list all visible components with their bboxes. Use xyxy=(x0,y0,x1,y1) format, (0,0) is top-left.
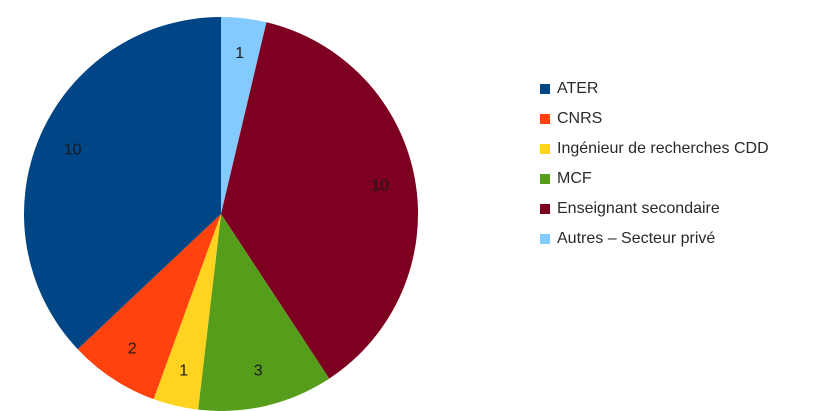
legend-label: ATER xyxy=(557,80,599,97)
legend-swatch xyxy=(540,204,550,214)
pie-value-labels: 1 10 3 1 2 10 xyxy=(64,45,389,380)
legend-label: Autres – Secteur privé xyxy=(557,230,716,247)
pie-slice-enseignant-secondaire xyxy=(221,22,418,379)
pie-slices xyxy=(24,17,418,411)
slice-value-label-cnrs: 2 xyxy=(128,340,137,357)
slice-value-label-mcf: 3 xyxy=(254,363,263,380)
pie-slice-cnrs xyxy=(77,214,221,400)
legend-label: Ingénieur de recherches CDD xyxy=(557,140,769,157)
pie-slice-ater xyxy=(24,17,221,350)
slice-value-label-enseignant-secondaire: 10 xyxy=(371,177,389,194)
slice-value-label-ingenieur-de-recherches-cdd: 1 xyxy=(179,363,188,380)
legend-swatch xyxy=(540,84,550,94)
legend-item-mcf: MCF xyxy=(540,164,769,194)
legend-item-ater: ATER xyxy=(540,74,769,104)
legend-swatch xyxy=(540,144,550,154)
legend-item-cnrs: CNRS xyxy=(540,104,769,134)
legend-item-autres-secteur-prive: Autres – Secteur privé xyxy=(540,224,769,254)
legend-label: MCF xyxy=(557,170,592,187)
pie-slice-mcf xyxy=(198,214,330,411)
legend: ATER CNRS Ingénieur de recherches CDD MCF En… xyxy=(540,74,769,254)
pie-slice-ingenieur-de-recherches-cdd xyxy=(153,214,221,410)
legend-item-enseignant-secondaire: Enseignant secondaire xyxy=(540,194,769,224)
legend-swatch xyxy=(540,174,550,184)
legend-swatch xyxy=(540,114,550,124)
legend-item-ingenieur-de-recherches-cdd: Ingénieur de recherches CDD xyxy=(540,134,769,164)
slice-value-label-autres-secteur-prive: 1 xyxy=(235,45,244,62)
pie-slice-autres-secteur-prive xyxy=(221,17,267,214)
legend-label: Enseignant secondaire xyxy=(557,200,720,217)
legend-swatch xyxy=(540,234,550,244)
legend-label: CNRS xyxy=(557,110,603,127)
slice-value-label-ater: 10 xyxy=(64,142,82,159)
